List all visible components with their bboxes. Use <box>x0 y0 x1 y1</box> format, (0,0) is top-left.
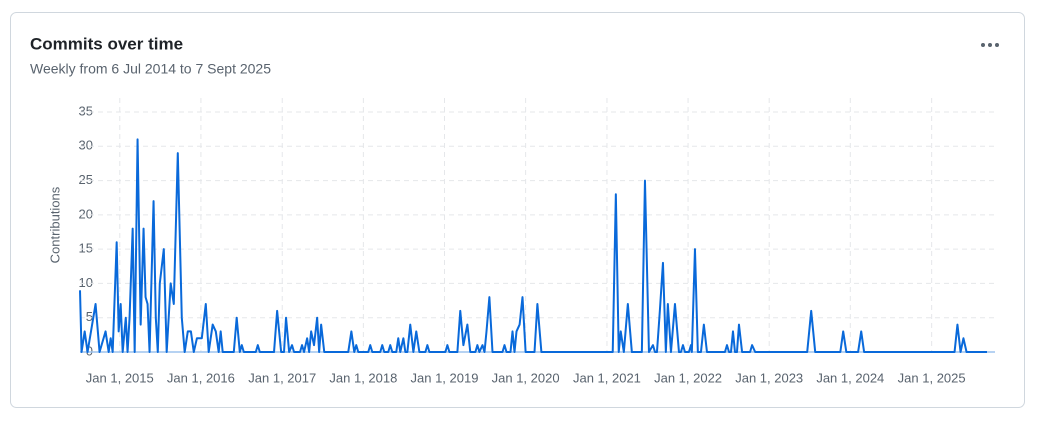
x-tick-label: Jan 1, 2020 <box>492 370 560 385</box>
y-tick-label: 10 <box>79 275 93 290</box>
y-tick-label: 30 <box>79 138 93 153</box>
x-tick-label: Jan 1, 2019 <box>411 370 479 385</box>
card <box>10 12 1025 408</box>
x-tick-label: Jan 1, 2018 <box>329 370 397 385</box>
dot <box>995 43 999 47</box>
y-axis-label: Contributions <box>47 186 62 263</box>
y-tick-label: 25 <box>79 172 93 187</box>
dot <box>981 43 985 47</box>
y-tick-label: 15 <box>79 241 93 256</box>
x-tick-label: Jan 1, 2015 <box>86 370 154 385</box>
x-tick-label: Jan 1, 2025 <box>898 370 966 385</box>
y-tick-label: 5 <box>86 309 93 324</box>
x-tick-label: Jan 1, 2024 <box>816 370 884 385</box>
x-tick-label: Jan 1, 2016 <box>167 370 235 385</box>
x-tick-label: Jan 1, 2022 <box>654 370 722 385</box>
dot <box>988 43 992 47</box>
series-line <box>79 138 987 353</box>
y-tick-label: 20 <box>79 206 93 221</box>
chart-title: Commits over time <box>30 34 183 53</box>
x-tick-label: Jan 1, 2021 <box>573 370 641 385</box>
chart-subtitle: Weekly from 6 Jul 2014 to 7 Sept 2025 <box>30 61 271 77</box>
more-button[interactable] <box>976 33 1004 57</box>
y-tick-label: 35 <box>79 103 93 118</box>
x-tick-label: Jan 1, 2023 <box>735 370 803 385</box>
y-tick-label: 0 <box>86 343 93 358</box>
x-tick-label: Jan 1, 2017 <box>248 370 316 385</box>
